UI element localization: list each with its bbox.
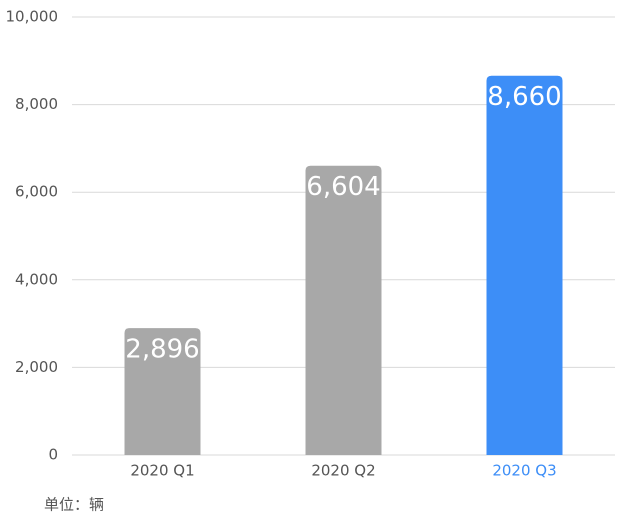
y-tick-label: 0 (48, 446, 58, 464)
x-tick-label: 2020 Q2 (311, 462, 375, 480)
bar (305, 165, 382, 455)
x-tick-label: 2020 Q3 (492, 462, 556, 480)
bar (124, 328, 201, 455)
x-tick-label: 2020 Q1 (130, 462, 194, 480)
y-tick-label: 2,000 (15, 358, 58, 376)
value-label: 6,604 (306, 172, 380, 202)
y-tick-label: 8,000 (15, 95, 58, 113)
bar (486, 75, 563, 455)
value-label: 8,660 (487, 82, 561, 112)
value-label: 2,896 (125, 335, 199, 365)
y-tick-label: 10,000 (6, 8, 59, 26)
y-tick-label: 6,000 (15, 183, 58, 201)
y-tick-label: 4,000 (15, 270, 58, 288)
unit-note: 单位：辆 (44, 496, 104, 514)
